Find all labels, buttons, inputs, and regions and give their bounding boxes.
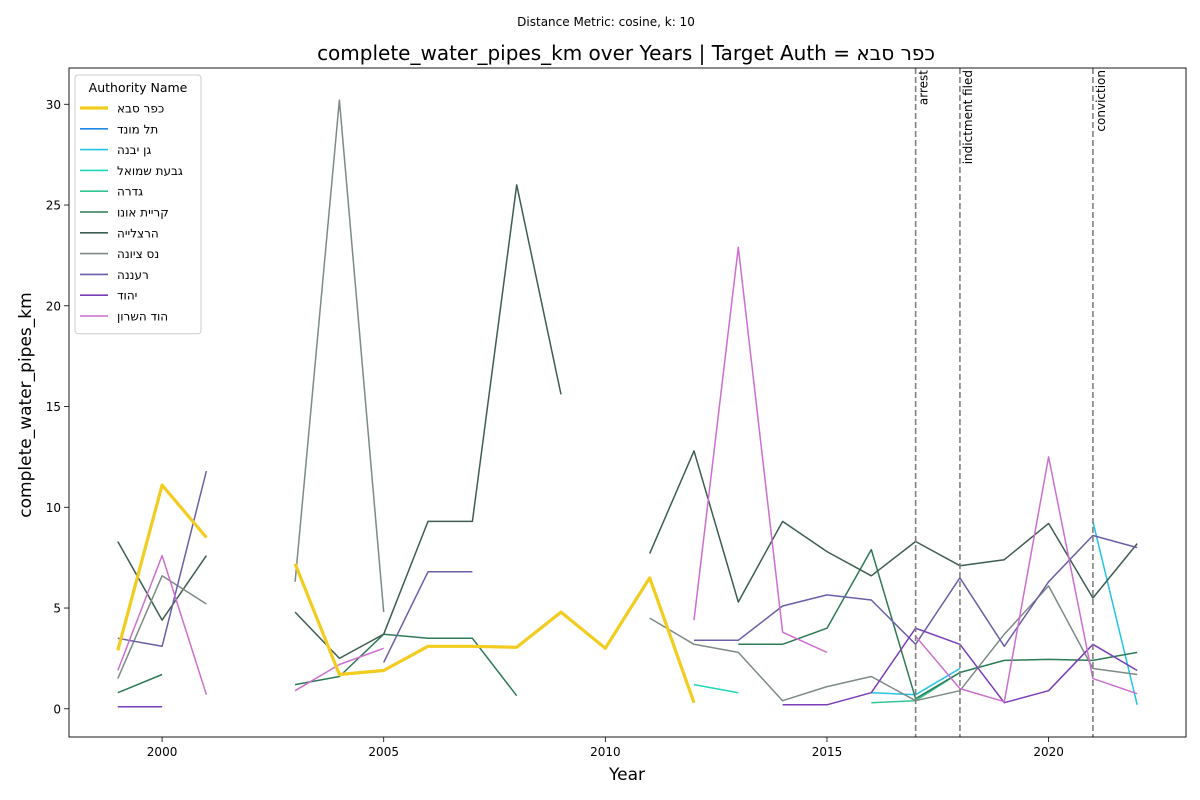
- plot-area: 2000 2005 2010 2015 2020 0 5 10 15 20 25 30 arrest in…: [46, 67, 1187, 759]
- legend-label-8: רעננה: [117, 268, 149, 282]
- x-tick-label: 2010: [590, 745, 621, 759]
- y-tick-label: 25: [46, 199, 61, 213]
- x-tick-label: 2015: [812, 745, 843, 759]
- y-tick-label: 15: [46, 400, 61, 414]
- series-line-9: [117, 627, 1138, 708]
- series-lines: [116, 99, 1138, 708]
- legend: Authority Name כפר סבא תל מונד גן יבנה גבעת …: [74, 74, 202, 335]
- axes-frame: [68, 67, 1187, 738]
- series-line-3: [693, 683, 739, 694]
- series-line-0: [116, 483, 696, 704]
- y-tick-label: 0: [53, 702, 61, 716]
- series-line-6: [117, 184, 1138, 660]
- series-line-10: [117, 246, 1138, 703]
- y-tick-label: 30: [46, 98, 61, 112]
- x-tick-label: 2020: [1033, 745, 1064, 759]
- legend-label-9: יהוד: [117, 289, 137, 303]
- y-tick-label: 20: [46, 299, 61, 313]
- legend-label-10: הוד השרון: [117, 310, 168, 324]
- y-tick-label: 10: [46, 501, 61, 515]
- series-line-8: [117, 470, 1138, 663]
- legend-label-6: הרצלייה: [117, 226, 159, 240]
- event-label-1: indictment filed: [961, 70, 975, 164]
- event-label-0: arrest: [917, 70, 931, 105]
- y-axis-title: complete_water_pipes_km: [16, 292, 36, 517]
- x-tick-label: 2005: [368, 745, 399, 759]
- legend-label-5: קריית אונו: [117, 206, 169, 220]
- event-label-2: conviction: [1094, 70, 1108, 132]
- x-tick-label: 2000: [147, 745, 178, 759]
- series-line-7: [117, 99, 1138, 702]
- y-tick-label: 5: [53, 602, 61, 616]
- chart-suptitle: Distance Metric: cosine, k: 10: [517, 15, 695, 29]
- legend-box: [74, 74, 202, 335]
- legend-label-2: גן יבנה: [117, 143, 151, 157]
- legend-label-7: נס ציונה: [117, 247, 159, 261]
- legend-label-1: תל מונד: [117, 122, 158, 136]
- legend-label-4: גדרה: [117, 185, 143, 199]
- x-axis-title: Year: [608, 765, 645, 785]
- legend-title: Authority Name: [89, 80, 188, 95]
- series-line-2: [871, 521, 1138, 705]
- chart-title: complete_water_pipes_km over Years | Tar…: [317, 41, 935, 65]
- legend-label-3: גבעת שמואל: [117, 164, 183, 178]
- legend-label-0: כפר סבא: [117, 102, 164, 116]
